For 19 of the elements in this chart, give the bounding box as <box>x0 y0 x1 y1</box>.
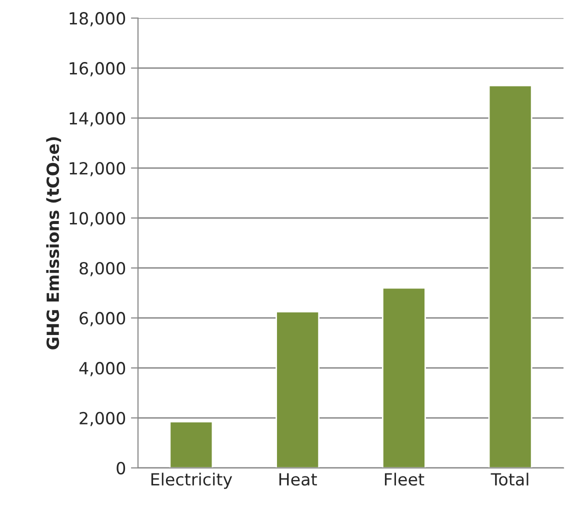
x-tick-label: Heat <box>279 473 317 486</box>
bar <box>488 84 532 468</box>
y-tick-label: 8,000 <box>80 262 126 276</box>
y-tick-label: 18,000 <box>70 12 126 26</box>
y-tick-label: 4,000 <box>79 362 126 376</box>
y-axis-title: GHG Emissions (tCO₂e) <box>46 137 62 350</box>
x-tick-label: Electricity <box>151 472 232 489</box>
bar <box>169 420 214 468</box>
x-tick-label: Total <box>490 472 528 486</box>
y-tick-label: 14,000 <box>70 112 126 126</box>
bar <box>382 287 426 468</box>
y-tick-label: 16,000 <box>70 62 126 76</box>
y-tick-label: 12,000 <box>70 162 126 176</box>
y-tick-label: 0 <box>116 462 126 474</box>
y-tick-label: 10,000 <box>70 212 126 226</box>
y-tick-label: 2,000 <box>80 412 126 426</box>
x-tick-label: Fleet <box>384 472 424 486</box>
bar <box>276 311 320 468</box>
y-tick-label: 6,000 <box>80 312 126 326</box>
